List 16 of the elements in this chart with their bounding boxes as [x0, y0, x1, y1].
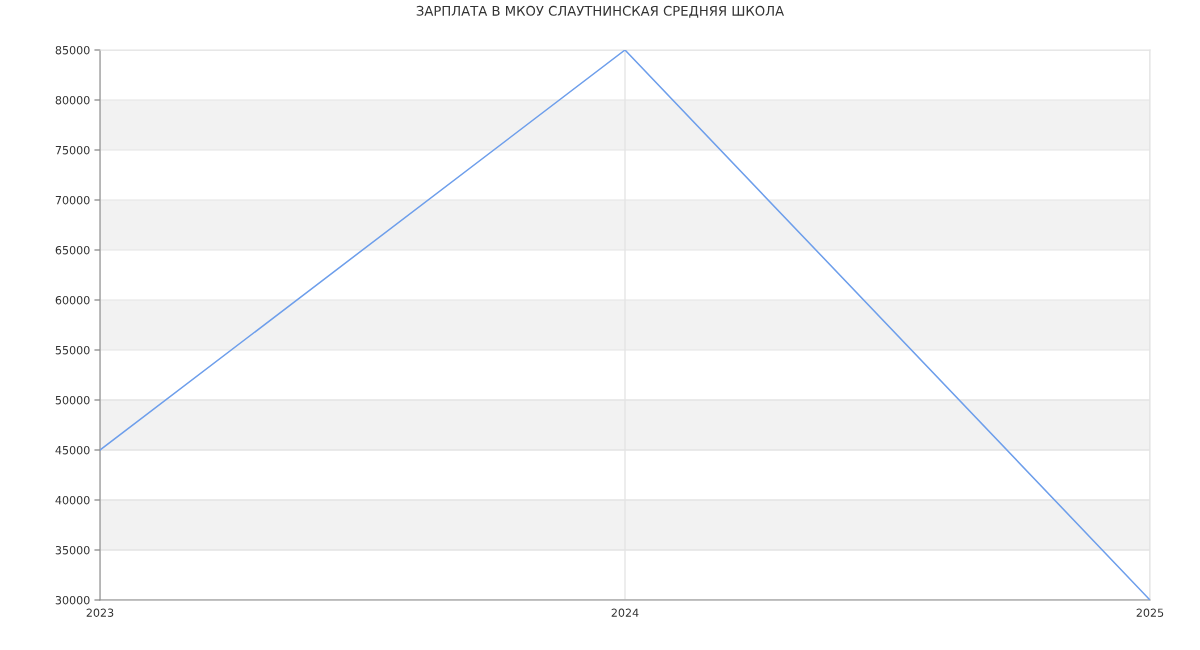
y-tick-label: 70000 — [55, 195, 90, 205]
y-tick-label: 55000 — [55, 345, 90, 355]
y-tick-label: 45000 — [55, 445, 90, 455]
y-tick-label: 65000 — [55, 245, 90, 255]
chart-title: ЗАРПЛАТА В МКОУ СЛАУТНИНСКАЯ СРЕДНЯЯ ШКОЛА — [416, 5, 784, 18]
y-tick-label: 40000 — [55, 495, 90, 505]
y-tick-label: 85000 — [55, 45, 90, 55]
y-tick-label: 60000 — [55, 295, 90, 305]
x-tick-label: 2025 — [1136, 608, 1164, 617]
y-tick-label: 75000 — [55, 145, 90, 155]
x-tick-label: 2024 — [611, 608, 639, 617]
y-tick-label: 30000 — [55, 595, 90, 605]
y-tick-label: 50000 — [55, 395, 90, 405]
y-tick-label: 35000 — [55, 545, 90, 555]
y-tick-label: 80000 — [55, 95, 90, 105]
x-tick-label: 2023 — [86, 608, 114, 617]
